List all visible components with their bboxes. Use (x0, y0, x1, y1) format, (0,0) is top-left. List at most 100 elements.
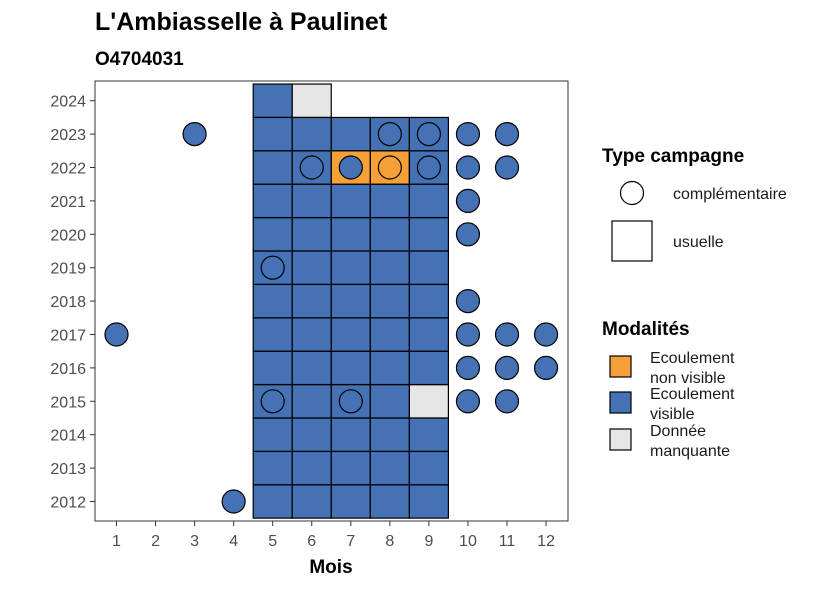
tile-usuelle (369, 217, 410, 252)
tile-usuelle (252, 417, 293, 452)
point-complementaire (416, 155, 441, 180)
tile-usuelle (408, 450, 449, 486)
tile-usuelle (330, 217, 371, 252)
y-tick-label: 2014 (50, 428, 86, 445)
tile-usuelle (252, 450, 293, 486)
tile-usuelle (369, 484, 410, 519)
tile-usuelle (408, 417, 449, 452)
x-axis-label: Mois (309, 557, 352, 578)
tile-usuelle (408, 384, 449, 419)
legend-circle-key (619, 180, 645, 206)
point-complementaire (494, 322, 520, 347)
tile-usuelle (330, 417, 371, 452)
tile-usuelle (291, 83, 332, 118)
tile-usuelle (330, 283, 371, 319)
point-complementaire (455, 389, 481, 414)
point-complementaire (182, 122, 207, 147)
legend-mod-label: Donnée (650, 423, 706, 440)
tile-usuelle (369, 384, 410, 419)
point-complementaire (494, 155, 520, 180)
point-complementaire (494, 122, 520, 147)
point-complementaire (455, 355, 481, 380)
legend-mod-label: Ecoulement (650, 350, 735, 367)
tile-usuelle (252, 317, 293, 352)
tile-usuelle (252, 83, 293, 118)
legend-mod-label: non visible (650, 370, 726, 387)
x-tick-label: 8 (385, 533, 394, 550)
legend-mod-label: Ecoulement (650, 386, 735, 403)
legend-type-label: usuelle (673, 234, 724, 251)
point-complementaire (533, 322, 559, 347)
x-tick-label: 10 (459, 533, 477, 550)
y-tick-label: 2017 (50, 328, 86, 345)
tile-usuelle (252, 484, 293, 519)
legend-mod-key (609, 428, 632, 451)
x-tick-label: 12 (537, 533, 555, 550)
y-tick-label: 2016 (50, 361, 86, 378)
x-tick-label: 3 (190, 533, 199, 550)
tile-usuelle (369, 417, 410, 452)
point-complementaire (104, 322, 129, 347)
tile-usuelle (408, 250, 449, 285)
y-tick-label: 2013 (50, 461, 86, 478)
x-tick-label: 7 (346, 533, 355, 550)
point-complementaire (377, 122, 402, 147)
x-tick-label: 1 (112, 533, 121, 550)
y-tick-label: 2012 (50, 495, 86, 512)
y-tick-label: 2018 (50, 294, 86, 311)
tile-usuelle (330, 183, 371, 219)
y-axis: 2012 2013 2014 2015 2016 2017 2018 2019 2020 2021… (50, 94, 95, 512)
legend-type-title: Type campagne (602, 146, 744, 167)
legend-mod-label: visible (650, 406, 695, 423)
legend-mod-label: manquante (650, 443, 730, 460)
tile-usuelle (291, 116, 332, 152)
tile-usuelle (291, 417, 332, 452)
tile-usuelle (252, 350, 293, 386)
point-complementaire (455, 155, 481, 180)
legend-mod-key (609, 355, 632, 378)
tile-usuelle (291, 183, 332, 219)
point-complementaire (455, 188, 481, 213)
tile-usuelle (252, 183, 293, 219)
point-complementaire (455, 322, 481, 347)
tile-usuelle (369, 317, 410, 352)
tile-usuelle (369, 350, 410, 386)
x-tick-label: 5 (268, 533, 277, 550)
tile-usuelle (330, 250, 371, 285)
point-complementaire (455, 222, 481, 247)
tile-usuelle (291, 250, 332, 285)
tile-usuelle (408, 350, 449, 386)
legend-mod-title: Modalités (602, 319, 690, 340)
chart-title: L'Ambiasselle à Paulinet (95, 8, 388, 36)
tile-usuelle (252, 150, 293, 185)
tile-usuelle (408, 283, 449, 319)
point-complementaire (299, 155, 324, 180)
tile-usuelle (252, 116, 293, 152)
x-tick-label: 11 (499, 533, 516, 550)
point-complementaire (221, 489, 246, 514)
point-complementaire (260, 389, 285, 414)
x-tick-label: 2 (151, 533, 160, 550)
tile-usuelle (408, 217, 449, 252)
y-tick-label: 2024 (50, 94, 86, 111)
tile-usuelle (291, 350, 332, 386)
x-tick-label: 9 (424, 533, 433, 550)
point-complementaire (338, 155, 363, 180)
tile-usuelle (291, 283, 332, 319)
tile-usuelle (291, 317, 332, 352)
y-tick-label: 2019 (50, 261, 86, 278)
tile-usuelle (408, 183, 449, 219)
point-complementaire (377, 155, 402, 180)
legend-type-label: complémentaire (673, 186, 787, 203)
x-tick-label: 4 (229, 533, 238, 550)
point-complementaire (455, 122, 481, 147)
legend-type-campagne: Type campagne complémentaire usuelle (602, 146, 787, 262)
x-tick-label: 6 (307, 533, 316, 550)
chart-subtitle: O4704031 (95, 49, 184, 70)
y-tick-label: 2022 (50, 161, 86, 178)
y-tick-label: 2015 (50, 394, 86, 411)
tile-usuelle (369, 183, 410, 219)
tile-usuelle (252, 283, 293, 319)
